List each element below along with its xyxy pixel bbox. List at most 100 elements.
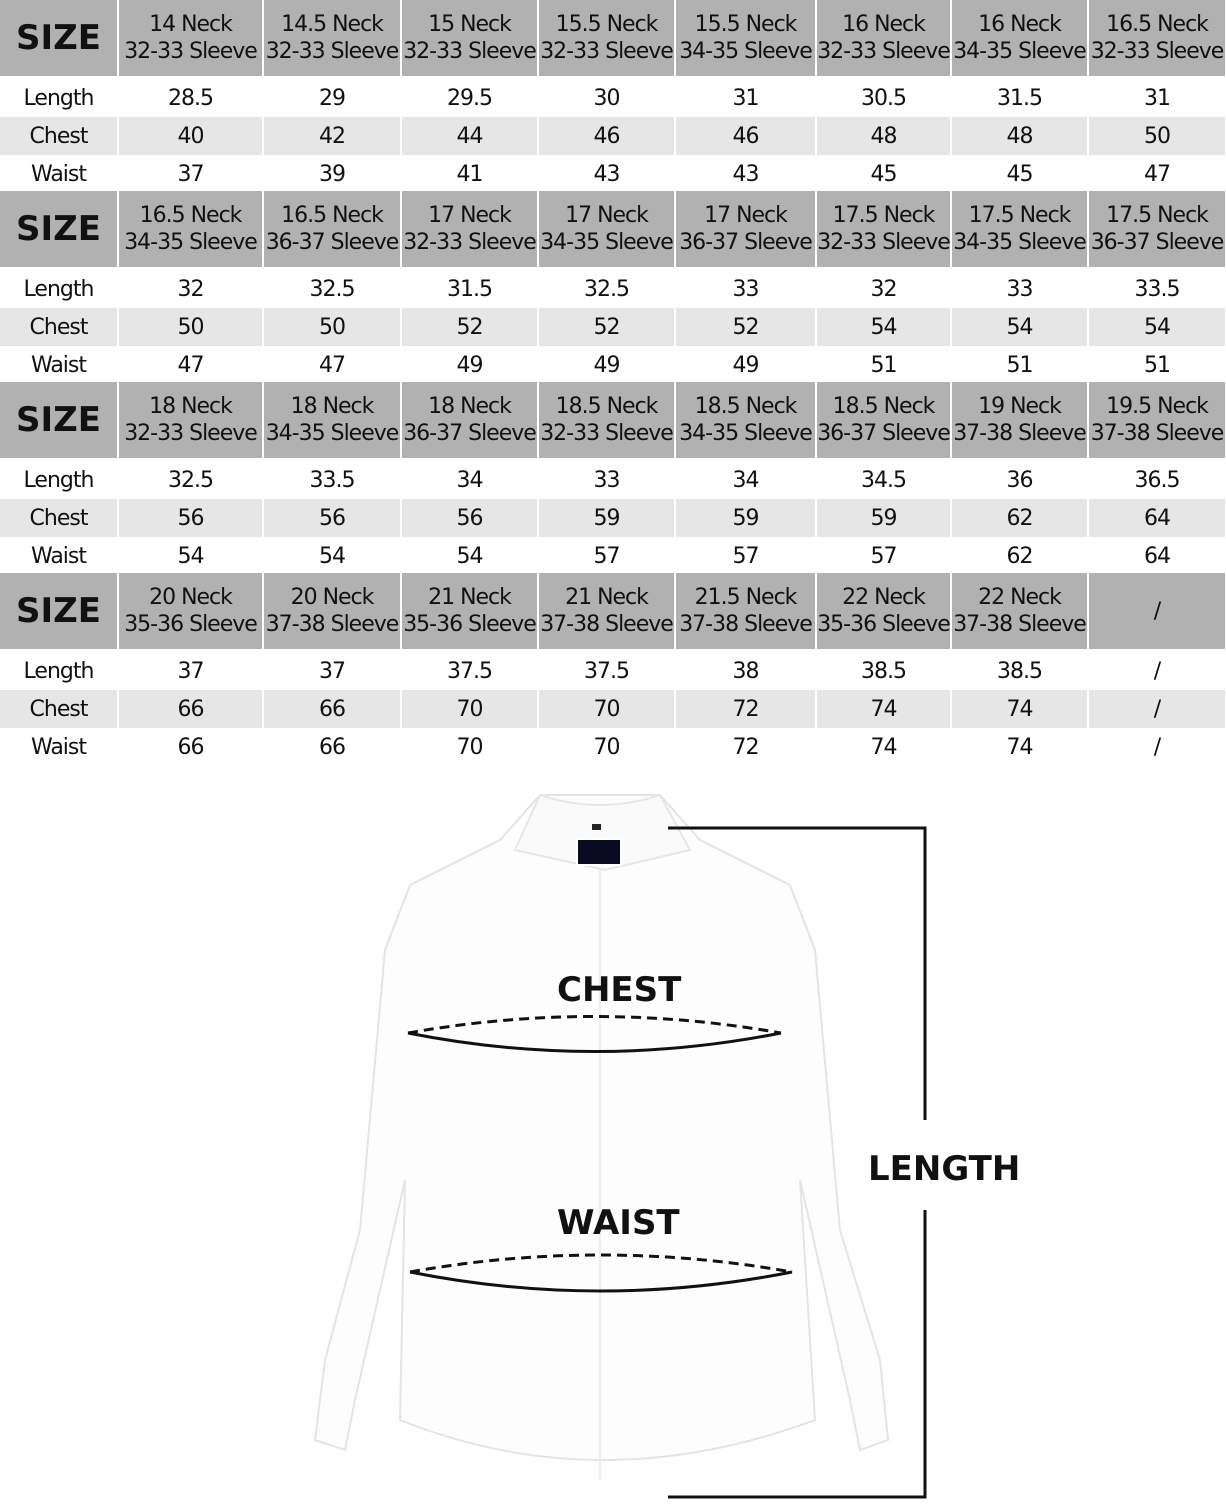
- row-label: Chest: [0, 499, 119, 537]
- table-row: Waist 47 47 49 49 49 51 51 51: [0, 346, 1226, 384]
- table-cell: 32: [816, 270, 952, 308]
- size-column-header: 17.5 Neck 36-37 Sleeve: [1088, 191, 1226, 267]
- neck-size: 16 Neck: [842, 12, 926, 37]
- table-cell: 32: [118, 270, 264, 308]
- table-cell: 52: [538, 308, 676, 346]
- length-label: LENGTH: [868, 1149, 1021, 1189]
- table-cell: 32.5: [263, 270, 402, 308]
- brand-tag: [592, 824, 601, 830]
- sleeve-size: 34-35 Sleeve: [124, 230, 258, 255]
- sleeve-size: 32-33 Sleeve: [403, 39, 536, 64]
- neck-size: 21 Neck: [565, 585, 649, 610]
- neck-size: 16.5 Neck: [281, 203, 384, 228]
- table-cell: 47: [1088, 155, 1226, 193]
- size-header: SIZE: [0, 382, 119, 458]
- size-column-header: 18 Neck 36-37 Sleeve: [401, 382, 539, 458]
- table-cell: 43: [538, 155, 676, 193]
- size-column-header: 18 Neck 32-33 Sleeve: [118, 382, 264, 458]
- table-cell: 59: [675, 499, 817, 537]
- waist-label: WAIST: [557, 1203, 680, 1243]
- table-cell: 57: [816, 537, 952, 575]
- table-cell: 70: [538, 728, 676, 766]
- row-label: Waist: [0, 155, 119, 193]
- table-row: Waist 37 39 41 43 43 45 45 47: [0, 155, 1226, 193]
- neck-size: 18 Neck: [149, 394, 233, 419]
- table-cell: 31.5: [951, 79, 1089, 117]
- row-label: Chest: [0, 117, 119, 155]
- table-cell: 42: [263, 117, 402, 155]
- size-column-header: 20 Neck 35-36 Sleeve: [118, 573, 264, 649]
- table-cell: 56: [118, 499, 264, 537]
- table-row: Waist 66 66 70 70 72 74 74/: [0, 728, 1226, 766]
- sleeve-size: 32-33 Sleeve: [124, 421, 258, 446]
- table-cell: 34: [401, 461, 539, 499]
- table-cell: 59: [538, 499, 676, 537]
- size-column-header: 19.5 Neck 37-38 Sleeve: [1088, 382, 1226, 458]
- table-cell: 54: [816, 308, 952, 346]
- table-row: Length 28.5 29 29.5 30 31 30.5 31.5 31: [0, 79, 1226, 117]
- size-column-header: 18.5 Neck 36-37 Sleeve: [816, 382, 952, 458]
- sleeve-size: 32-33 Sleeve: [540, 421, 673, 446]
- neck-size: 17.5 Neck: [832, 203, 936, 228]
- table-row: Chest 40 42 44 46 46 48 48 50: [0, 117, 1226, 155]
- neck-size: 15 Neck: [428, 12, 512, 37]
- size-column-header: 15 Neck 32-33 Sleeve: [401, 0, 539, 76]
- table-cell: 33: [675, 270, 817, 308]
- neck-size: 19 Neck: [978, 394, 1062, 419]
- table-cell: 33: [538, 461, 676, 499]
- table-cell: 66: [118, 728, 264, 766]
- table-cell: 37: [263, 652, 402, 690]
- sleeve-size: 34-35 Sleeve: [265, 421, 399, 446]
- table-cell: /: [1088, 728, 1226, 766]
- neck-label: [576, 838, 622, 866]
- table-cell: 59: [816, 499, 952, 537]
- neck-size: 20 Neck: [149, 585, 233, 610]
- table-cell: 51: [951, 346, 1089, 384]
- table-cell: 50: [118, 308, 264, 346]
- table-cell: 37: [118, 155, 264, 193]
- table-cell: 72: [675, 728, 817, 766]
- sleeve-size: 37-38 Sleeve: [679, 612, 813, 637]
- table-cell: 70: [538, 690, 676, 728]
- sleeve-size: 36-37 Sleeve: [1090, 230, 1224, 255]
- chest-label: CHEST: [557, 970, 682, 1010]
- table-cell: 72: [675, 690, 817, 728]
- length-bracket-top: [668, 826, 927, 1120]
- table-cell: 54: [951, 308, 1089, 346]
- size-column-header: 14.5 Neck 32-33 Sleeve: [263, 0, 402, 76]
- table-cell: 62: [951, 499, 1089, 537]
- table-cell: 49: [675, 346, 817, 384]
- table-cell: 54: [401, 537, 539, 575]
- table-cell: 74: [951, 728, 1089, 766]
- table-cell: 29.5: [401, 79, 539, 117]
- table-cell: 52: [675, 308, 817, 346]
- table-cell: 39: [263, 155, 402, 193]
- size-column-header: 17 Neck 32-33 Sleeve: [401, 191, 539, 267]
- size-column-header: 16.5 Neck 34-35 Sleeve: [118, 191, 264, 267]
- table-cell: 57: [538, 537, 676, 575]
- sleeve-size: 37-38 Sleeve: [540, 612, 673, 637]
- row-label: Waist: [0, 537, 119, 575]
- length-bracket-bottom: [668, 1210, 927, 1499]
- neck-size: 16 Neck: [978, 12, 1062, 37]
- sleeve-size: 35-36 Sleeve: [124, 612, 258, 637]
- size-column-header: 18.5 Neck 32-33 Sleeve: [538, 382, 676, 458]
- table-cell: 28.5: [118, 79, 264, 117]
- row-label: Length: [0, 270, 119, 308]
- neck-size: 16.5 Neck: [139, 203, 243, 228]
- size-column-header: 18 Neck 34-35 Sleeve: [263, 382, 402, 458]
- neck-size: 15.5 Neck: [694, 12, 798, 37]
- table-cell: 46: [675, 117, 817, 155]
- size-column-header: 21.5 Neck 37-38 Sleeve: [675, 573, 817, 649]
- table-cell: 41: [401, 155, 539, 193]
- size-column-header: 19 Neck 37-38 Sleeve: [951, 382, 1089, 458]
- table-cell: 74: [951, 690, 1089, 728]
- size-column-header: 17 Neck 36-37 Sleeve: [675, 191, 817, 267]
- table-row: Waist 54 54 54 57 57 57 62 64: [0, 537, 1226, 575]
- size-column-header: 16 Neck 32-33 Sleeve: [816, 0, 952, 76]
- table-cell: 54: [118, 537, 264, 575]
- sleeve-size: 34-35 Sleeve: [953, 39, 1086, 64]
- table-cell: 56: [263, 499, 402, 537]
- neck-size: 18 Neck: [428, 394, 512, 419]
- neck-size: 17.5 Neck: [1106, 203, 1209, 228]
